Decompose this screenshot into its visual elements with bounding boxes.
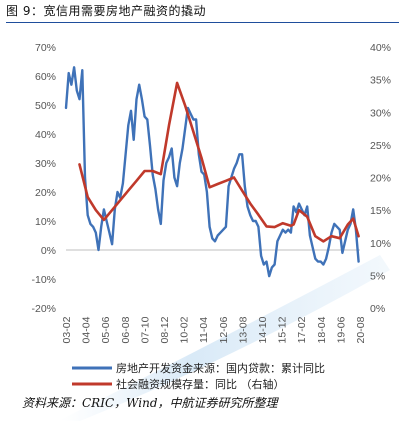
- y-left-tick-label: 40%: [35, 129, 56, 141]
- x-tick-label: 11-04: [198, 317, 210, 343]
- y-right-tick-label: 20%: [370, 173, 391, 185]
- x-tick-label: 14-10: [257, 316, 269, 343]
- y-left-tick-label: 50%: [35, 100, 56, 112]
- y-right-tick-label: 0%: [370, 303, 385, 315]
- y-right-tick-label: 5%: [370, 270, 385, 282]
- axes: -20% -10% 0% 10% 20% 30% 40% 50% 60% 70% 0% 5% 10% 15…: [31, 42, 391, 343]
- y-left-tick-label: 70%: [35, 42, 56, 54]
- x-tick-label: 18-04: [316, 316, 328, 343]
- watermark-stroke: [60, 255, 390, 421]
- series-line-social-financing: [78, 81, 360, 243]
- y-left-tick-label: 20%: [35, 187, 56, 199]
- y-left-tick-label: 60%: [35, 71, 56, 83]
- y-right-tick-label: 15%: [370, 205, 391, 217]
- x-tick-label: 05-06: [100, 316, 112, 343]
- y-left-tick-label: 10%: [35, 216, 56, 228]
- x-tick-label: 06-08: [120, 316, 132, 343]
- series-line-domestic-loans: [64, 66, 360, 278]
- y-left-tick-label: -20%: [31, 303, 56, 315]
- y-left-tick-label: 0%: [41, 245, 56, 257]
- legend-label: 社会融资规模存量：同比 （右轴）: [116, 377, 285, 391]
- source-note: 资料来源：CRIC，Wind，中航证券研究所整理: [22, 396, 278, 410]
- x-tick-label: 15-12: [277, 316, 289, 343]
- x-tick-label: 17-02: [296, 316, 308, 343]
- series-group: [64, 66, 360, 278]
- y-left-tick-label: -10%: [31, 274, 56, 286]
- x-tick-label: 10-02: [179, 316, 191, 343]
- y-right-tick-label: 40%: [370, 42, 391, 54]
- x-tick-label: 13-08: [237, 316, 249, 343]
- y-left-tick-label: 30%: [35, 158, 56, 170]
- legend-label: 房地产开发资金来源：国内贷款：累计同比: [116, 361, 325, 375]
- x-tick-label: 03-02: [61, 316, 73, 343]
- y-right-tick-label: 35%: [370, 75, 391, 87]
- x-tick-label: 12-06: [218, 316, 230, 343]
- y-right-tick-label: 25%: [370, 140, 391, 152]
- y-right-tick-label: 30%: [370, 107, 391, 119]
- x-tick-label: 04-04: [81, 316, 93, 343]
- x-tick-label: 20-08: [355, 316, 367, 343]
- figure-title: 图 9：宽信用需要房地产融资的撬动: [6, 2, 399, 23]
- x-tick-label: 19-06: [335, 316, 347, 343]
- x-tick-label: 07-10: [139, 316, 151, 343]
- x-tick-label: 08-12: [159, 316, 171, 343]
- y-right-tick-label: 10%: [370, 238, 391, 250]
